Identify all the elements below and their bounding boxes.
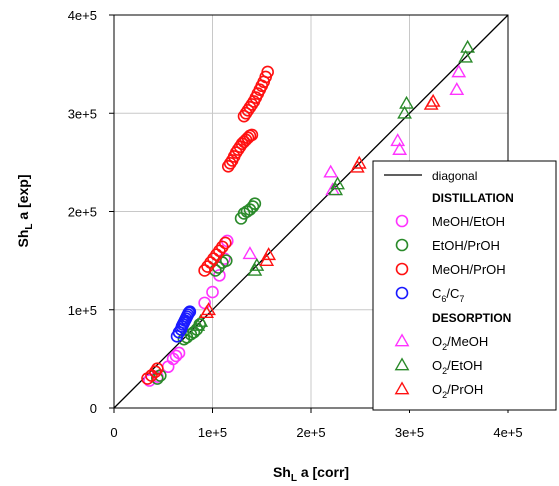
data-point-series-4 [451, 64, 467, 78]
data-point-series-3 [182, 306, 196, 319]
data-point-series-2 [245, 98, 259, 111]
data-point-series-2 [141, 372, 154, 385]
legend-marker [395, 262, 409, 276]
x-tick-label: 2e+5 [296, 425, 325, 440]
data-point-series-2 [216, 240, 229, 254]
data-point-series-6 [425, 93, 441, 107]
data-point-series-5 [399, 95, 414, 109]
data-point-series-4 [392, 141, 408, 155]
data-point-series-2 [204, 256, 217, 269]
legend-box [372, 160, 557, 411]
y-axis-label-rest: a [exp] [15, 174, 31, 223]
legend-marker [394, 333, 410, 347]
data-point-series-4 [390, 133, 406, 147]
data-point-series-5 [330, 176, 346, 190]
x-tick-label: 1e+5 [198, 425, 227, 440]
data-point-series-2 [207, 252, 220, 265]
ticks [109, 14, 509, 413]
data-point-series-1 [248, 197, 262, 210]
x-axis-label-main: Sh [273, 464, 291, 480]
legend-entry-label: EtOH/PrOH [432, 238, 500, 253]
data-point-series-4 [323, 164, 339, 178]
legend: diagonal DISTILLATION MeOH/EtOH EtOH/PrOH M… [372, 160, 557, 411]
legend-group-title: DISTILLATION [432, 191, 514, 205]
data-point-series-2 [219, 236, 232, 250]
data-point-series-2 [245, 128, 259, 142]
data-point-series-2 [149, 365, 162, 378]
legend-marker [394, 381, 410, 395]
data-point-series-0 [198, 296, 211, 310]
data-point-series-2 [151, 362, 164, 376]
legend-marker [395, 286, 409, 300]
data-point-series-2 [223, 157, 237, 170]
data-point-series-6 [351, 155, 367, 169]
data-point-series-4 [449, 82, 465, 96]
x-tick-label: 0 [110, 425, 117, 440]
data-point-series-0 [169, 349, 183, 363]
y-tick-label: 1e+5 [68, 303, 97, 318]
legend-group-title: DESORPTION [432, 311, 511, 325]
data-point-series-2 [198, 264, 211, 277]
x-axis-label-sub: L [291, 473, 297, 484]
data-point-series-1 [219, 254, 233, 267]
data-point-series-2 [201, 260, 214, 273]
legend-entry-label: O2/MeOH [432, 334, 488, 352]
data-point-series-5 [458, 49, 474, 63]
legend-entry-label: MeOH/PrOH [432, 262, 506, 277]
legend-entry-label: C6/C7 [432, 286, 464, 304]
data-point-series-6 [261, 247, 277, 261]
x-axis-label-rest: a [corr] [297, 464, 349, 480]
x-tick-label: 4e+5 [493, 425, 522, 440]
y-axis-label-sub: L [24, 224, 35, 230]
data-point-series-0 [172, 346, 186, 360]
markers [141, 39, 476, 387]
data-point-series-0 [206, 285, 219, 299]
data-point-series-2 [241, 131, 255, 145]
y-tick-label: 0 [90, 401, 97, 416]
legend-marker [395, 214, 409, 228]
x-tick-label: 3e+5 [395, 425, 424, 440]
y-axis-label: ShL a [exp] [15, 174, 35, 247]
data-point-series-5 [193, 313, 209, 327]
data-point-series-3 [183, 305, 197, 319]
y-tick-label: 2e+5 [68, 205, 97, 220]
y-tick-label: 3e+5 [68, 106, 97, 121]
data-point-series-1 [246, 200, 260, 213]
data-point-series-2 [213, 244, 226, 258]
legend-entry-label: MeOH/EtOH [432, 214, 505, 229]
data-point-series-5 [397, 105, 412, 119]
legend-entry-label: O2/PrOH [432, 382, 483, 400]
tick-labels: 0 1e+5 2e+5 3e+5 4e+5 0 1e+5 2e+5 3e+5 4e+5 [68, 8, 523, 440]
data-point-series-3 [172, 326, 186, 339]
legend-entries: DISTILLATION MeOH/EtOH EtOH/PrOH MeOH/PrOH C… [394, 191, 514, 400]
legend-diagonal-label: diagonal [432, 169, 477, 183]
y-tick-label: 4e+5 [68, 8, 97, 23]
data-point-series-5 [460, 39, 476, 53]
legend-entry-label: O2/EtOH [432, 358, 483, 376]
data-point-series-5 [249, 257, 265, 271]
legend-marker [394, 357, 410, 371]
data-point-series-6 [201, 302, 216, 316]
data-point-series-2 [261, 65, 274, 79]
x-axis-label: ShL a [corr] [273, 464, 349, 484]
data-point-series-2 [210, 248, 223, 262]
legend-marker [395, 238, 409, 252]
data-point-series-4 [242, 246, 258, 260]
data-point-series-1 [151, 372, 164, 385]
y-axis-label-main: Sh [15, 230, 31, 248]
